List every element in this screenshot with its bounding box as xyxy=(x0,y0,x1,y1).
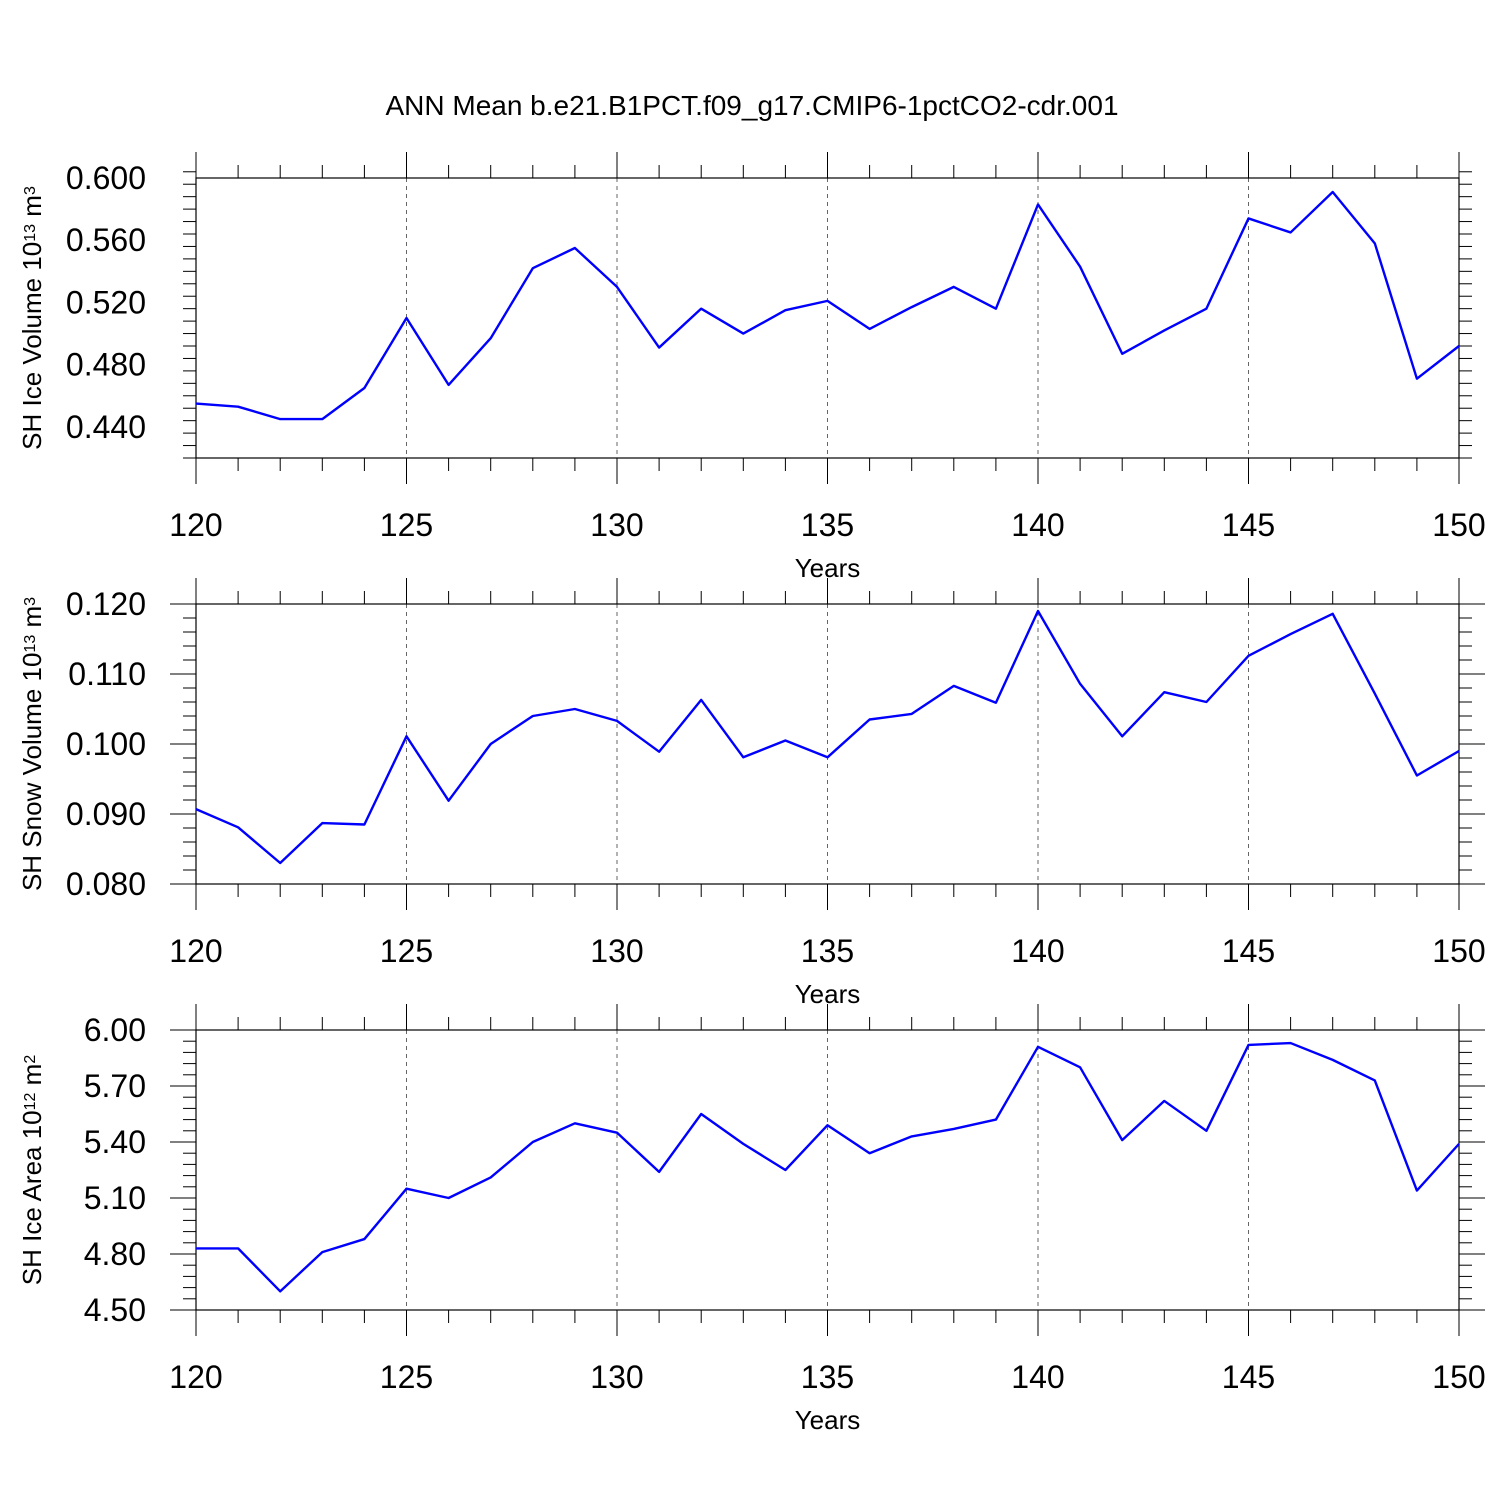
x-tick-label: 135 xyxy=(801,507,854,543)
x-tick-label: 125 xyxy=(380,933,433,969)
chart-panel-1: 120 125 130 135 140 145 150 0.440 0.480 0.520 0.56… xyxy=(17,152,1486,583)
y-axis-title-part: m xyxy=(17,606,47,635)
y-tick-label: 0.520 xyxy=(66,284,146,320)
y-axis-title-superscript: 12 xyxy=(22,1092,39,1110)
x-tick-label: 140 xyxy=(1011,933,1064,969)
y-axis-title: SH Ice Volume 1013 m3 xyxy=(17,186,47,450)
plot-frame xyxy=(195,1029,1460,1311)
y-tick-label: 4.50 xyxy=(84,1292,146,1328)
y-axis-title-part: m xyxy=(17,1064,47,1093)
y-axis-title-superscript: 13 xyxy=(22,224,39,242)
x-tick-label: 150 xyxy=(1432,933,1485,969)
plot-frame xyxy=(195,177,1460,459)
x-tick-label: 145 xyxy=(1222,507,1275,543)
x-tick-label: 150 xyxy=(1432,1359,1485,1395)
y-axis-title-part: SH Ice Volume 10 xyxy=(17,242,47,450)
y-tick-label: 5.70 xyxy=(84,1068,146,1104)
y-axis-title-superscript: 13 xyxy=(22,635,39,653)
y-tick-label: 5.10 xyxy=(84,1180,146,1216)
series-line-1 xyxy=(195,190,1460,421)
x-tick-label: 145 xyxy=(1222,933,1275,969)
series-line-1 xyxy=(195,609,1460,865)
x-tick-label: 125 xyxy=(380,507,433,543)
y-tick-label: 0.440 xyxy=(66,409,146,445)
x-tick-label: 120 xyxy=(169,507,222,543)
x-tick-label: 135 xyxy=(801,933,854,969)
x-tick-label: 140 xyxy=(1011,1359,1064,1395)
y-tick-label: 0.080 xyxy=(66,866,146,902)
y-axis-title-part: m xyxy=(17,195,47,224)
y-axis-title-superscript: 3 xyxy=(22,186,39,195)
y-tick-label: 0.600 xyxy=(66,160,146,196)
y-axis-title-part: SH Ice Area 10 xyxy=(17,1110,47,1285)
y-tick-label: 6.00 xyxy=(84,1012,146,1048)
chart-panel-2: 120 125 130 135 140 145 150 0.080 0.090 0.100 0.11… xyxy=(17,578,1486,1009)
series-line-1 xyxy=(196,1041,1460,1293)
figure-title: ANN Mean b.e21.B1PCT.f09_g17.CMIP6-1pctC… xyxy=(385,90,1118,121)
y-tick-label: 0.110 xyxy=(68,656,146,692)
x-tick-label: 130 xyxy=(590,507,643,543)
y-tick-label: 4.80 xyxy=(84,1236,146,1272)
y-axis-title: SH Ice Area 1012 m2 xyxy=(17,1055,47,1286)
x-tick-label: 120 xyxy=(169,1359,222,1395)
y-tick-label: 0.090 xyxy=(66,796,146,832)
chart-panel-3: 120 125 130 135 140 145 150 4.50 4.80 5.10 5.40 5.7… xyxy=(17,1004,1486,1435)
y-axis-title-part: SH Snow Volume 10 xyxy=(17,653,47,891)
x-tick-label: 130 xyxy=(590,1359,643,1395)
x-tick-label: 150 xyxy=(1432,507,1485,543)
x-tick-label: 130 xyxy=(590,933,643,969)
y-axis-title-superscript: 3 xyxy=(22,597,39,606)
y-tick-label: 0.120 xyxy=(66,586,146,622)
y-tick-label: 0.100 xyxy=(66,726,146,762)
y-tick-label: 5.40 xyxy=(84,1124,146,1160)
y-axis-title: SH Snow Volume 1013 m3 xyxy=(17,597,47,891)
x-tick-label: 125 xyxy=(380,1359,433,1395)
x-tick-label: 135 xyxy=(801,1359,854,1395)
plot-frame xyxy=(195,603,1460,885)
panels: 120 125 130 135 140 145 150 0.440 0.480 0.520 0.56… xyxy=(17,152,1486,1435)
y-axis-title-superscript: 2 xyxy=(22,1055,39,1064)
x-axis-title: Years xyxy=(795,1405,861,1435)
y-tick-label: 0.560 xyxy=(66,222,146,258)
x-tick-label: 145 xyxy=(1222,1359,1275,1395)
y-tick-label: 0.480 xyxy=(66,347,146,383)
x-tick-label: 140 xyxy=(1011,507,1064,543)
x-tick-label: 120 xyxy=(169,933,222,969)
